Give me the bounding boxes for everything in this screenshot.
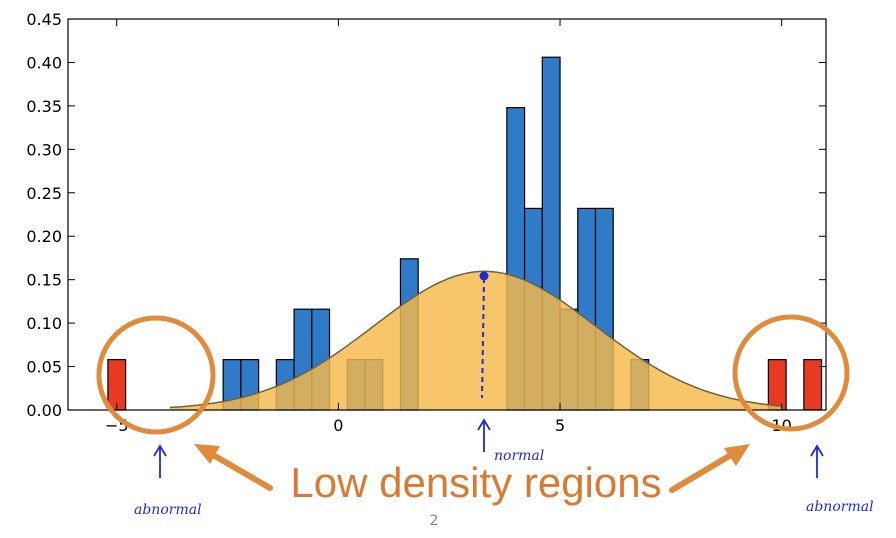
y-tick-label-2: 0.10 <box>26 314 62 333</box>
outlier-bar-0 <box>107 359 127 411</box>
abnormal-label-left: abnormal <box>134 502 202 518</box>
y-tick-label-7: 0.35 <box>26 97 62 116</box>
x-tick-label-1: 0 <box>333 416 343 435</box>
abnormal-arrow-right <box>810 444 824 478</box>
abnormal-arrow-left <box>153 444 167 478</box>
abnormal-circle-left <box>96 315 216 435</box>
normal-arrow-up <box>477 418 491 452</box>
page-number: 2 <box>430 513 439 529</box>
low-density-headline: Low density regions <box>290 459 661 506</box>
outlier-bar-1 <box>767 359 787 411</box>
normal-label: normal <box>494 448 544 464</box>
y-tick-label-1: 0.05 <box>26 358 62 377</box>
arrow-left <box>194 444 273 491</box>
arrow-right <box>669 444 750 493</box>
abnormal-label-right: abnormal <box>806 499 874 515</box>
plot-frame <box>67 18 827 411</box>
axes: 0.00 0.05 0.10 0.15 0.20 0.25 0.30 0.35 0.40 0.45… <box>26 10 827 435</box>
density-curve <box>169 270 782 409</box>
y-tick-label-0: 0.00 <box>26 401 62 420</box>
outlier-bar-2 <box>803 359 823 411</box>
normal-dashed-marker <box>479 271 489 399</box>
y-tick-label-6: 0.30 <box>26 140 62 159</box>
y-tick-label-4: 0.20 <box>26 227 62 246</box>
x-tick-label-2: 5 <box>555 416 565 435</box>
y-tick-label-3: 0.15 <box>26 271 62 290</box>
density-area <box>169 271 782 410</box>
annotations: Low density regions normal abnormal abno… <box>96 271 874 529</box>
plot-marks <box>107 56 823 411</box>
y-tick-label-9: 0.45 <box>26 10 62 29</box>
y-tick-label-8: 0.40 <box>26 53 62 72</box>
y-tick-label-5: 0.25 <box>26 184 62 203</box>
abnormal-circle-right <box>732 314 850 432</box>
